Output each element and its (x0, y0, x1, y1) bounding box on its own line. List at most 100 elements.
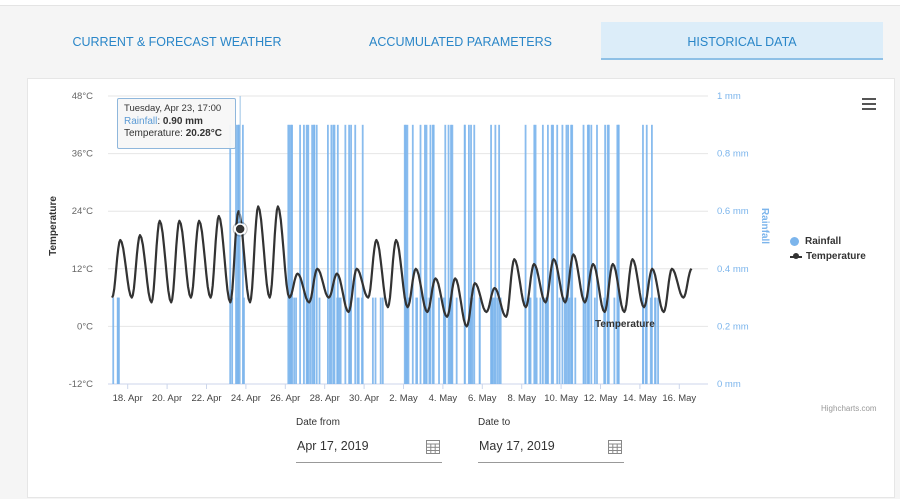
rain-bar (471, 297, 474, 384)
tab-accumulated-parameters[interactable]: ACCUMULATED PARAMETERS (369, 35, 552, 49)
date-to-value: May 17, 2019 (479, 439, 555, 453)
x-tick-label: 22. Apr (191, 393, 221, 404)
rain-bar (528, 297, 531, 384)
rain-bar (651, 124, 653, 385)
rain-bar (288, 124, 291, 385)
tab-bar: CURRENT & FORECAST WEATHER ACCUMULATED P… (27, 22, 883, 60)
rain-bar (371, 297, 374, 384)
x-tick-label: 10. May (544, 393, 578, 404)
legend-line-icon (790, 252, 802, 261)
tab-current-forecast[interactable]: CURRENT & FORECAST WEATHER (72, 35, 282, 49)
hamburger-menu-icon[interactable] (862, 98, 876, 110)
legend-item-rainfall[interactable]: Rainfall (790, 234, 866, 249)
rain-bar (229, 124, 232, 385)
rain-bar (348, 124, 351, 385)
rain-bar (654, 297, 657, 384)
rain-bar (492, 297, 494, 384)
calendar-icon[interactable] (426, 440, 440, 454)
rain-bar (415, 297, 418, 384)
rain-bar (291, 124, 293, 385)
rain-bar (535, 297, 538, 384)
rain-bar (419, 124, 422, 385)
rain-bar (424, 124, 426, 385)
rain-bar (404, 124, 407, 385)
rain-bar (411, 124, 414, 385)
y-tick-label-right: 0 mm (717, 379, 741, 390)
rain-bar (444, 297, 447, 384)
rain-bar (406, 124, 409, 385)
rain-bar (350, 124, 352, 385)
chart-tooltip: Tuesday, Apr 23, 17:00 Rainfall: 0.90 mm… (117, 98, 236, 149)
rain-bar (657, 297, 659, 384)
rain-bar (357, 297, 360, 384)
hover-halo (232, 221, 248, 237)
rain-bar (374, 297, 377, 384)
rain-bar (541, 124, 544, 385)
chart-legend: Rainfall Temperature (790, 234, 866, 264)
rain-bar (450, 124, 452, 385)
rain-bar (550, 124, 553, 385)
rain-bar (649, 297, 652, 384)
rain-bar (596, 124, 598, 385)
rain-bar (563, 297, 566, 384)
rain-bar (565, 124, 568, 385)
calendar-icon[interactable] (608, 440, 622, 454)
rain-bar (344, 124, 347, 385)
rain-bar (590, 124, 593, 385)
credits-link[interactable]: Highcharts.com (821, 404, 877, 413)
top-bar (0, 0, 900, 6)
rain-bar (112, 297, 115, 384)
rain-bar (236, 124, 239, 385)
tooltip-temp-label: Temperature (124, 128, 181, 139)
rain-bar (354, 124, 357, 385)
rain-bar (407, 297, 410, 384)
rain-bar (556, 124, 559, 385)
rain-bar (463, 124, 466, 385)
rain-bar (448, 297, 451, 384)
rain-bar (305, 124, 308, 385)
rain-bar (574, 297, 577, 384)
rain-bar (379, 297, 382, 384)
rain-bar (293, 297, 296, 384)
rain-bar (403, 124, 406, 385)
rain-bar (231, 297, 234, 384)
rain-bar (539, 297, 542, 384)
y-tick-label-left: 12°C (72, 264, 93, 275)
y-tick-label-right: 0.2 mm (717, 321, 749, 332)
rain-bar (438, 297, 440, 384)
rain-bar (235, 124, 237, 385)
series-label-temperature: Temperature (595, 319, 655, 330)
rain-bar (455, 297, 458, 384)
date-from-input[interactable]: Apr 17, 2019 (296, 436, 442, 463)
y-tick-label-left: 0°C (77, 321, 93, 332)
tooltip-temp-value: 20.28°C (185, 128, 222, 139)
tab-historical-data[interactable]: HISTORICAL DATA (601, 22, 883, 60)
rain-bar (117, 297, 119, 384)
rain-bar (607, 124, 610, 385)
rain-bar (490, 124, 492, 385)
legend-item-temperature[interactable]: Temperature (790, 249, 866, 264)
rain-bar (545, 297, 548, 384)
rain-bar (332, 124, 335, 385)
x-tick-label: 6. May (468, 393, 497, 404)
rain-bar (236, 297, 239, 384)
rain-bar (603, 297, 606, 384)
rain-bar (356, 297, 359, 384)
y-tick-label-left: -12°C (69, 379, 94, 390)
y-tick-label-right: 1 mm (717, 91, 741, 102)
rain-bar (613, 297, 616, 384)
rain-bar (339, 297, 342, 384)
chart-card: 48°C 1 mm 36°C 0.8 mm 24°C 0.6 mm 12°C 0.4 mm 0°… (27, 78, 895, 498)
rain-bar (442, 297, 445, 384)
y-tick-label-left: 48°C (72, 91, 93, 102)
date-from-value: Apr 17, 2019 (297, 439, 369, 453)
y-axis-title-left: Temperature (48, 196, 59, 256)
y-tick-label-left: 24°C (72, 206, 93, 217)
x-tick-label: 30. Apr (349, 393, 379, 404)
date-from-label: Date from (296, 417, 340, 428)
rain-bar (616, 124, 619, 385)
rain-bar (524, 124, 527, 385)
rain-bar (349, 297, 351, 384)
rain-bar (552, 124, 554, 385)
date-to-input[interactable]: May 17, 2019 (478, 436, 624, 463)
